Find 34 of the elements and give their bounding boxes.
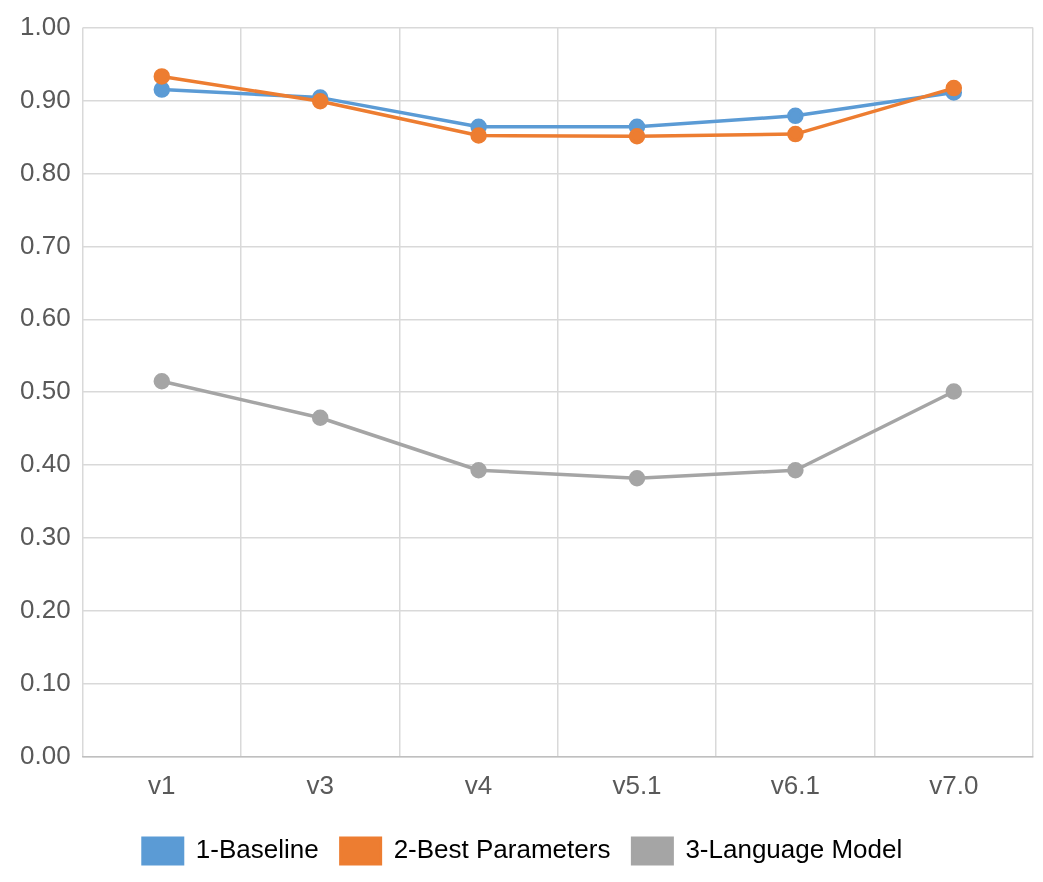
legend-label: 1-Baseline (195, 834, 319, 865)
point (628, 470, 646, 487)
y-tick-label: 0.10 (19, 667, 71, 698)
y-tick-label: 0.50 (19, 375, 71, 406)
point (787, 461, 804, 479)
point (153, 81, 171, 98)
point (945, 79, 963, 97)
point (787, 107, 804, 125)
point (470, 461, 487, 479)
x-tick-label: v6.1 (770, 769, 820, 800)
y-tick-label: 0.20 (19, 594, 71, 625)
y-tick-label: 0.60 (19, 302, 71, 333)
x-tick-label: v4 (464, 769, 493, 800)
y-tick-label: 0.70 (19, 229, 71, 260)
legend-label: 2-Best Parameters (393, 834, 611, 865)
point (945, 383, 963, 400)
y-tick-label: 0.90 (19, 83, 71, 114)
y-tick-label: 0.80 (19, 156, 71, 187)
point (628, 128, 646, 145)
point (153, 373, 171, 390)
point (311, 409, 329, 426)
point (470, 127, 487, 144)
y-tick-label: 0.30 (19, 521, 71, 552)
y-tick-label: 0.40 (19, 448, 71, 479)
x-tick-label: v3 (306, 769, 334, 800)
y-tick-label: 0.00 (19, 739, 71, 770)
y-tick-label: 1.00 (19, 10, 71, 41)
point (787, 125, 804, 143)
x-tick-label: v5.1 (612, 769, 662, 800)
x-tick-label: v1 (148, 769, 176, 800)
point (311, 93, 329, 110)
legend-label: 3-Language Model (685, 834, 903, 865)
point (153, 68, 171, 85)
x-tick-label: v7.0 (929, 769, 979, 800)
